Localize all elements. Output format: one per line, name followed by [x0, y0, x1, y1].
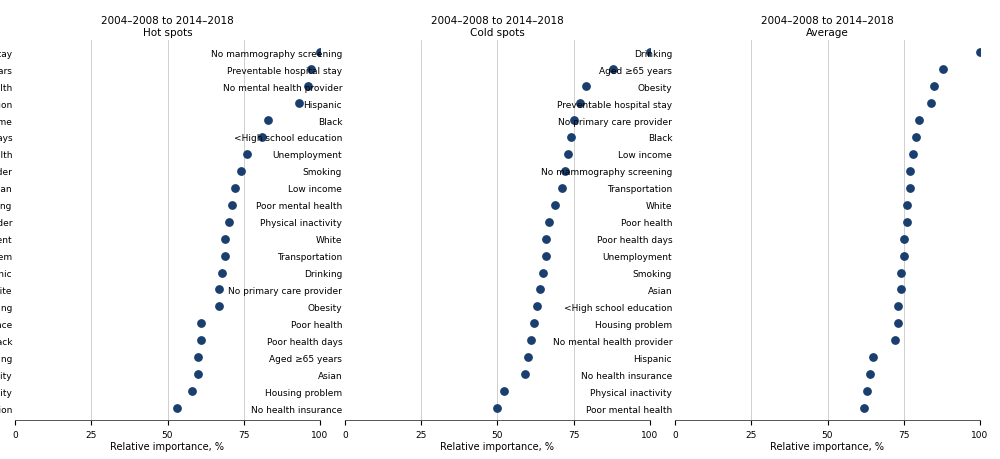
Point [862, 371, 878, 378]
Point [221, 218, 237, 226]
Point [532, 286, 548, 293]
Point [899, 202, 915, 209]
Point [211, 286, 227, 293]
Point [563, 134, 579, 141]
Point [239, 151, 255, 158]
Point [190, 371, 206, 378]
Point [905, 151, 921, 158]
Point [535, 269, 551, 277]
Point [526, 320, 542, 327]
Point [211, 303, 227, 310]
Point [926, 83, 942, 90]
Point [899, 218, 915, 226]
Point [887, 337, 903, 344]
Point [312, 50, 328, 57]
Title: 2004–2008 to 2014–2018
Cold spots: 2004–2008 to 2014–2018 Cold spots [431, 16, 564, 38]
Title: 2004–2008 to 2014–2018
Hot spots: 2004–2008 to 2014–2018 Hot spots [101, 16, 234, 38]
Point [896, 235, 912, 243]
Point [893, 269, 909, 277]
Point [902, 168, 918, 175]
Point [642, 50, 658, 57]
Point [896, 252, 912, 260]
Point [911, 117, 927, 124]
Point [538, 252, 554, 260]
Point [193, 320, 209, 327]
Point [217, 252, 233, 260]
Point [520, 354, 536, 361]
Point [890, 320, 906, 327]
Point [605, 67, 621, 74]
Point [547, 202, 563, 209]
Point [169, 404, 185, 412]
Point [554, 185, 570, 192]
Point [893, 286, 909, 293]
X-axis label: Relative importance, %: Relative importance, % [110, 442, 224, 451]
Point [224, 202, 240, 209]
Point [566, 117, 582, 124]
Point [923, 100, 939, 107]
Title: 2004–2008 to 2014–2018
Average: 2004–2008 to 2014–2018 Average [761, 16, 894, 38]
Point [856, 404, 872, 412]
Point [489, 404, 505, 412]
Point [972, 50, 988, 57]
Point [902, 185, 918, 192]
Point [291, 100, 307, 107]
Point [214, 269, 230, 277]
Point [184, 387, 200, 395]
Point [523, 337, 539, 344]
Point [935, 67, 951, 74]
Point [233, 168, 249, 175]
X-axis label: Relative importance, %: Relative importance, % [770, 442, 885, 451]
Point [260, 117, 276, 124]
Point [300, 83, 316, 90]
Point [193, 337, 209, 344]
Point [529, 303, 545, 310]
Point [227, 185, 243, 192]
Point [517, 371, 533, 378]
Point [908, 134, 924, 141]
Point [254, 134, 270, 141]
Point [303, 67, 319, 74]
Point [557, 168, 573, 175]
Point [190, 354, 206, 361]
Point [578, 83, 594, 90]
Point [560, 151, 576, 158]
X-axis label: Relative importance, %: Relative importance, % [440, 442, 554, 451]
Point [859, 387, 875, 395]
Point [496, 387, 512, 395]
Point [865, 354, 881, 361]
Point [541, 218, 557, 226]
Point [572, 100, 588, 107]
Point [217, 235, 233, 243]
Point [538, 235, 554, 243]
Point [890, 303, 906, 310]
